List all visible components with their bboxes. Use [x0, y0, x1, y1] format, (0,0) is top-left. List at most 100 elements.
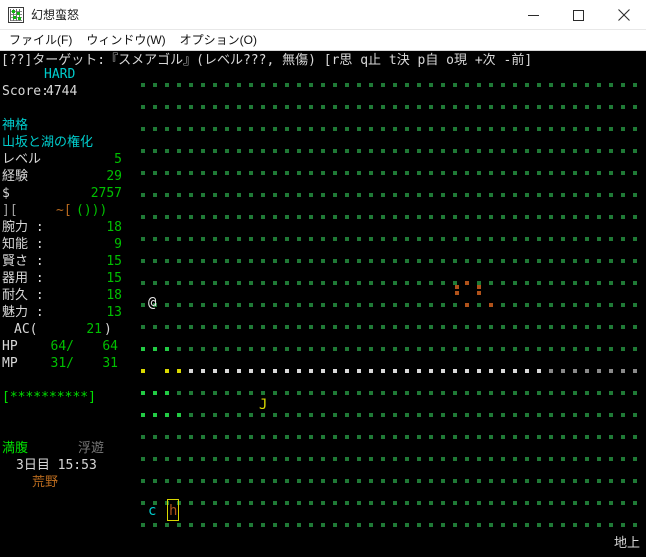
- map-tile-grass: [357, 435, 361, 439]
- map-tile-grass: [177, 347, 181, 351]
- map-tile-grass: [189, 435, 193, 439]
- map-tile-floor: [345, 369, 349, 373]
- map-tile-grass: [513, 193, 517, 197]
- map-tile-grass: [405, 413, 409, 417]
- map-tile-grass: [153, 105, 157, 109]
- window-controls: [511, 0, 646, 30]
- close-button[interactable]: [601, 0, 646, 30]
- map-tile-grass: [261, 193, 265, 197]
- score-label: Score:: [2, 84, 49, 99]
- map-tile-grass: [369, 325, 373, 329]
- menu-file[interactable]: ファイル(F): [9, 33, 73, 47]
- map-tile-grass: [441, 457, 445, 461]
- map-tile-grass: [177, 215, 181, 219]
- map-tile-floor: [453, 369, 457, 373]
- map-tile-grass: [489, 325, 493, 329]
- map-tile-grass: [405, 127, 409, 131]
- map-tile-grass: [609, 259, 613, 263]
- map-tile-grass: [417, 501, 421, 505]
- map-tile-grass: [201, 457, 205, 461]
- map-tile-grass: [165, 83, 169, 87]
- map-tile-grass: [381, 127, 385, 131]
- map-tile-grass: [441, 127, 445, 131]
- map-tile-grass: [249, 127, 253, 131]
- map-tile-floor: [357, 369, 361, 373]
- map-tile-grass: [333, 193, 337, 197]
- map-tile-grass: [369, 457, 373, 461]
- map-tile-grass: [417, 259, 421, 263]
- map-tile-grass: [609, 479, 613, 483]
- mp-max: 31: [102, 356, 118, 371]
- map-tile-grass: [573, 105, 577, 109]
- map-tile-grass: [165, 523, 169, 527]
- map-tile-grass: [153, 435, 157, 439]
- map-tile-grass: [429, 479, 433, 483]
- maximize-button[interactable]: [556, 0, 601, 30]
- map-tile-grass: [597, 435, 601, 439]
- map-tile-grass: [177, 457, 181, 461]
- menu-option[interactable]: オプション(O): [179, 33, 257, 47]
- map-tile-grass: [501, 83, 505, 87]
- map-tile-grass: [513, 259, 517, 263]
- map-tile-grass: [213, 215, 217, 219]
- map-tile-grass: [621, 325, 625, 329]
- map-tile-grass: [609, 149, 613, 153]
- map-tile-grass: [573, 501, 577, 505]
- map-tile-grass: [513, 479, 517, 483]
- map-tile-grass: [549, 347, 553, 351]
- map-tile-floor-dim: [561, 369, 565, 373]
- map-tile-grass: [345, 501, 349, 505]
- map-tile-grass: [417, 215, 421, 219]
- map-tile-grass: [597, 105, 601, 109]
- stat-value-int: 9: [114, 237, 122, 252]
- map-tile-grass: [609, 281, 613, 285]
- player-glyph[interactable]: @: [148, 295, 157, 311]
- map-tile-grass: [477, 347, 481, 351]
- map-tile-grass: [165, 435, 169, 439]
- map-tile-grass: [201, 259, 205, 263]
- levitation-status: 浮遊: [78, 441, 105, 456]
- map-tile-grass: [585, 435, 589, 439]
- map-tile-grass: [225, 171, 229, 175]
- map-tile-grass: [237, 259, 241, 263]
- map-tile-grass: [261, 281, 265, 285]
- map-tile-grass: [213, 193, 217, 197]
- target-monster-glyph[interactable]: h: [169, 503, 178, 519]
- map-tile-grass: [513, 127, 517, 131]
- map-tile-grass: [165, 259, 169, 263]
- map-tile-grass: [153, 193, 157, 197]
- map-tile-grass: [621, 435, 625, 439]
- map-tile-grass: [201, 501, 205, 505]
- map-tile-grass: [525, 237, 529, 241]
- map-tile-grass: [213, 523, 217, 527]
- map-tile-grass: [597, 259, 601, 263]
- map-tile-grass: [309, 215, 313, 219]
- monster-snake-glyph[interactable]: J: [259, 397, 268, 413]
- map-tile-grass: [393, 281, 397, 285]
- monster-dog-glyph[interactable]: c: [148, 503, 157, 519]
- map-tile-grass: [501, 501, 505, 505]
- map-tile-grass: [297, 83, 301, 87]
- map-tile-grass: [249, 435, 253, 439]
- target-cursor[interactable]: [167, 499, 179, 521]
- map-tile-grass: [489, 281, 493, 285]
- map-tile-grass: [549, 171, 553, 175]
- map-tile-grass: [453, 149, 457, 153]
- map-tile-grass: [189, 193, 193, 197]
- map-tile-grass: [321, 215, 325, 219]
- bottom-bar: 地上: [0, 533, 646, 557]
- map-tile-grass: [477, 523, 481, 527]
- map-tile-grass: [405, 215, 409, 219]
- map-tile-grass: [333, 435, 337, 439]
- mp-current: 31/: [50, 356, 74, 371]
- menu-window[interactable]: ウィンドウ(W): [86, 33, 166, 47]
- map-tile-grass: [525, 259, 529, 263]
- map-tile-grass: [261, 149, 265, 153]
- map-tile-grass: [333, 347, 337, 351]
- map-tile-grass: [273, 457, 277, 461]
- map-tile-floor: [285, 369, 289, 373]
- map-tile-grass: [429, 237, 433, 241]
- map-tile-grass: [141, 281, 145, 285]
- minimize-button[interactable]: [511, 0, 556, 30]
